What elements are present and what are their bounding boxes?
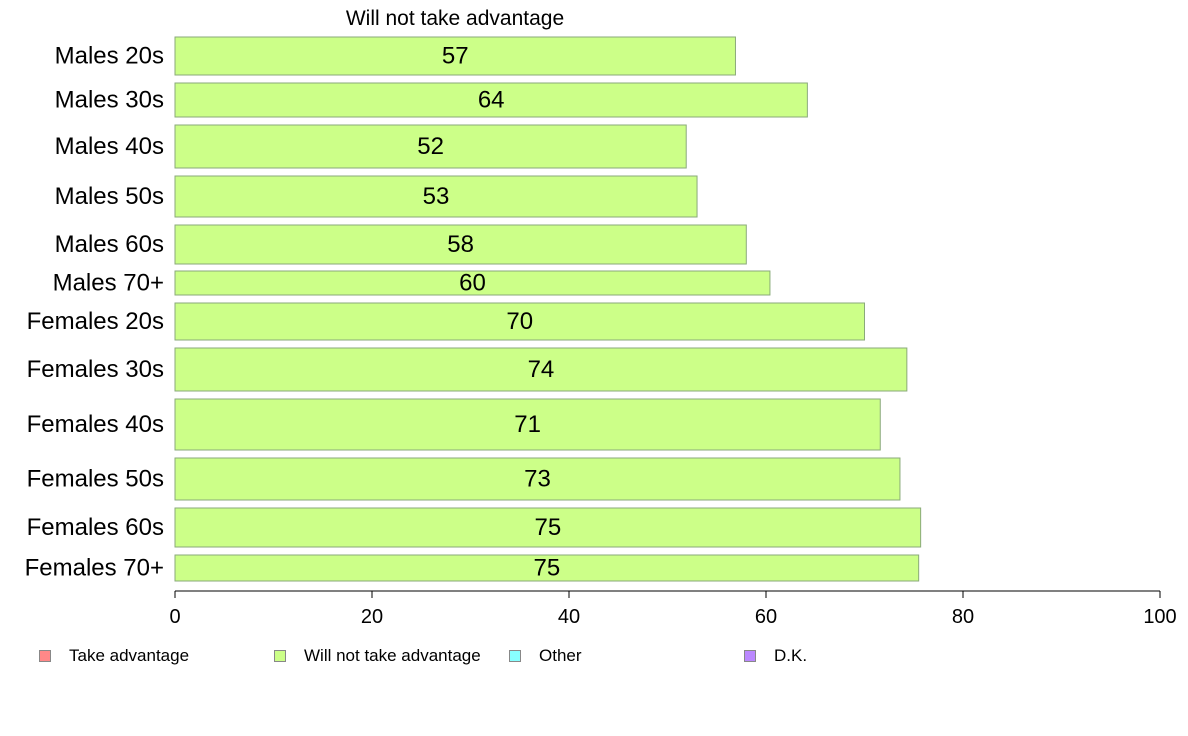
- bar-value-label: 53: [423, 183, 450, 210]
- bar: [174, 82, 808, 118]
- category-label: Males 20s: [55, 43, 164, 70]
- bar: [174, 457, 901, 501]
- bar-value-label: 74: [528, 356, 555, 383]
- category-label: Males 40s: [55, 133, 164, 160]
- bar-rows: Males 20s 57 Males 30s 64 Males 40s 52 Males 5…: [25, 36, 922, 582]
- category-label: Females 20s: [27, 308, 164, 335]
- legend-item-take-advantage: Take advantage: [39, 644, 189, 668]
- legend-item-dk: D.K.: [744, 644, 807, 668]
- x-tick-label: 40: [558, 606, 580, 628]
- category-label: Males 70+: [53, 270, 164, 297]
- bar-value-label: 57: [442, 43, 469, 70]
- category-label: Females 50s: [27, 466, 164, 493]
- legend-item-other: Other: [509, 644, 582, 668]
- bar-value-label: 52: [417, 133, 444, 160]
- chart-title: Will not take advantage: [346, 7, 564, 30]
- legend-label: Will not take advantage: [304, 646, 481, 665]
- legend-label: Other: [539, 646, 582, 665]
- legend-label: D.K.: [774, 646, 808, 665]
- bar: [174, 398, 881, 451]
- bar: [174, 224, 747, 265]
- x-tick-label: 0: [169, 606, 180, 628]
- x-tick-label: 20: [361, 606, 383, 628]
- bar-value-label: 58: [447, 231, 474, 258]
- category-label: Females 70+: [25, 555, 164, 582]
- x-tick-label: 80: [952, 606, 974, 628]
- bar-value-label: 64: [478, 87, 505, 114]
- legend-swatch-dk: [744, 650, 756, 662]
- bar: [174, 124, 687, 169]
- legend-label: Take advantage: [69, 646, 190, 665]
- category-label: Males 30s: [55, 87, 164, 114]
- legend-swatch-will-not-take-advantage: [274, 650, 286, 662]
- bar: [174, 36, 736, 76]
- bar-value-label: 71: [514, 411, 541, 438]
- x-tick-label: 60: [755, 606, 777, 628]
- x-axis: 0 20 40 60 80 100: [169, 590, 1177, 628]
- category-label: Females 30s: [27, 356, 164, 383]
- category-label: Females 60s: [27, 514, 164, 541]
- bar: [174, 175, 698, 218]
- bar: [174, 554, 920, 582]
- bar-value-label: 60: [459, 270, 486, 297]
- legend-swatch-take-advantage: [39, 650, 51, 662]
- bar-value-label: 75: [533, 555, 560, 582]
- bar: [174, 302, 865, 341]
- bar: [174, 507, 922, 548]
- bar: [174, 270, 771, 296]
- category-label: Females 40s: [27, 411, 164, 438]
- category-label: Males 50s: [55, 183, 164, 210]
- category-label: Males 60s: [55, 231, 164, 258]
- bar-value-label: 70: [506, 308, 533, 335]
- bar-value-label: 73: [524, 466, 551, 493]
- legend-item-will-not-take-advantage: Will not take advantage: [274, 644, 481, 668]
- legend-swatch-other: [509, 650, 521, 662]
- legend: Take advantage Will not take advantage O…: [0, 644, 1188, 668]
- bar-value-label: 75: [534, 514, 561, 541]
- bar: [174, 347, 908, 392]
- x-tick-label: 100: [1143, 606, 1176, 628]
